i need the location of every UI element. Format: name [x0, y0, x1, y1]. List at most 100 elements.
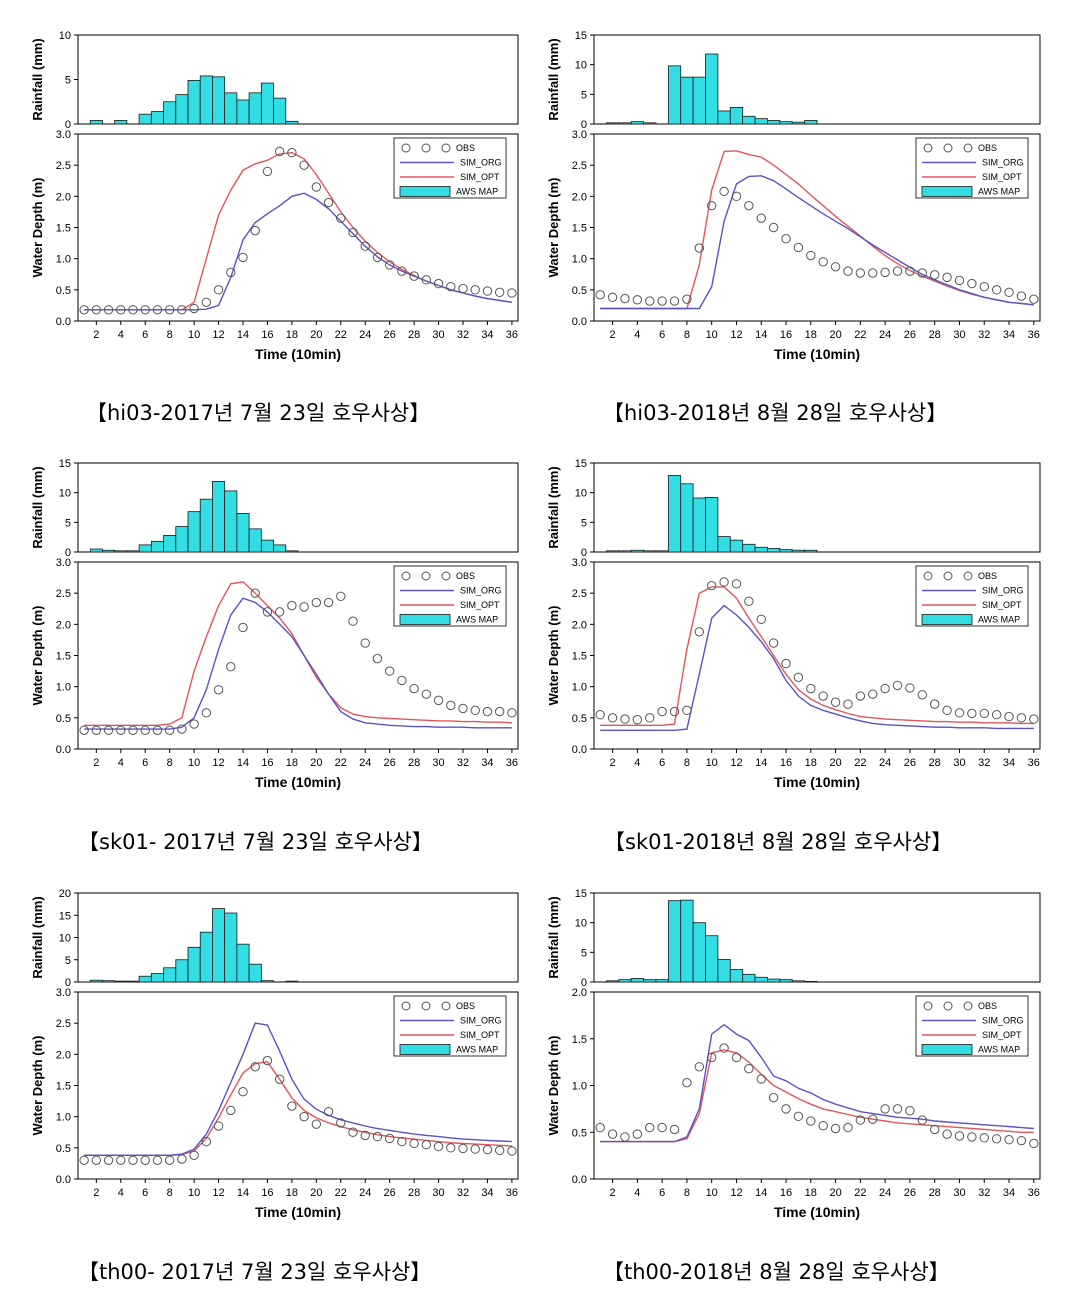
xtick-label: 28 — [929, 757, 941, 769]
xtick-label: 22 — [854, 329, 866, 341]
rain-ytick-label: 10 — [575, 60, 587, 72]
obs-point — [152, 305, 163, 315]
obs-point — [311, 597, 322, 608]
depth-ytick-label: 0.0 — [572, 744, 587, 756]
rain-bar — [89, 120, 103, 125]
legend-obs-marker — [441, 143, 451, 153]
obs-point — [917, 268, 928, 278]
rain-bar — [717, 110, 731, 125]
xtick-label: 24 — [359, 757, 371, 769]
obs-point — [164, 1155, 175, 1165]
obs-point — [507, 1146, 517, 1156]
rain-bar — [236, 513, 250, 553]
xtick-label: 14 — [755, 757, 767, 769]
xtick-label: 32 — [978, 329, 990, 341]
xtick-label: 10 — [188, 1187, 200, 1199]
rain-bar — [285, 550, 299, 553]
legend-aws-swatch — [921, 614, 973, 625]
obs-point — [781, 1104, 791, 1114]
obs-point — [793, 242, 804, 253]
rain-bar — [187, 511, 201, 553]
rain-bar — [248, 92, 262, 125]
rain-bar — [89, 979, 103, 983]
rain-ytick-label: 15 — [59, 458, 71, 470]
xtick-label: 20 — [829, 329, 841, 341]
obs-point — [744, 200, 754, 211]
rain-bar — [163, 534, 177, 553]
obs-point — [482, 286, 493, 296]
rain-ytick-label: 15 — [575, 458, 587, 470]
rain-bar — [285, 120, 299, 125]
rain-bar — [605, 980, 620, 983]
obs-point — [843, 266, 853, 276]
obs-point — [79, 305, 89, 315]
rain-bar — [667, 65, 682, 125]
obs-point — [494, 1145, 505, 1156]
obs-point — [1029, 714, 1039, 724]
legend-obs-marker — [943, 571, 953, 581]
rain-bar — [273, 544, 287, 553]
obs-point — [905, 1106, 915, 1116]
obs-point — [116, 1155, 126, 1165]
rain-bar — [729, 969, 744, 983]
x-axis-label: Time (10min) — [255, 774, 341, 790]
rain-bar — [667, 475, 682, 553]
obs-point — [323, 1106, 334, 1117]
obs-point — [1004, 711, 1014, 722]
rain-axis-label: Rainfall (mm) — [546, 38, 561, 120]
xtick-label: 20 — [829, 757, 841, 769]
obs-point — [103, 725, 114, 735]
rain-axis-label: Rainfall (mm) — [30, 466, 45, 548]
rain-bar — [175, 959, 189, 983]
obs-point — [397, 675, 407, 686]
obs-point — [372, 653, 383, 664]
xtick-label: 2 — [93, 329, 99, 341]
xtick-label: 4 — [118, 329, 124, 341]
rain-bar — [199, 931, 213, 983]
rain-bar — [114, 550, 128, 553]
obs-point — [843, 1122, 853, 1133]
depth-ytick-label: 0.5 — [572, 285, 587, 297]
xtick-label: 30 — [432, 1187, 444, 1199]
obs-point — [942, 1129, 952, 1139]
rain-ytick-label: 20 — [59, 888, 71, 900]
rain-ytick-label: 15 — [59, 910, 71, 922]
rain-bar — [779, 121, 793, 125]
rain-bar — [285, 980, 299, 983]
legend-label-obs: OBS — [456, 571, 475, 581]
xtick-label: 16 — [780, 329, 792, 341]
xtick-label: 14 — [755, 1187, 767, 1199]
depth-ytick-label: 1.0 — [572, 1081, 587, 1093]
obs-point — [806, 250, 816, 261]
x-axis-label: Time (10min) — [774, 774, 860, 790]
obs-point — [607, 292, 618, 303]
rain-ytick-label: 10 — [59, 488, 71, 500]
obs-point — [140, 1155, 150, 1165]
rain-plot-frame — [593, 462, 1041, 553]
rain-ytick-label: 0 — [65, 547, 71, 559]
obs-point — [177, 1154, 187, 1164]
depth-ytick-label: 0.0 — [572, 1174, 587, 1186]
obs-point — [868, 1114, 878, 1124]
rain-ytick-label: 0 — [65, 119, 71, 131]
rain-bar — [248, 528, 262, 553]
obs-point — [201, 708, 212, 718]
obs-point — [942, 705, 952, 716]
xtick-label: 10 — [188, 757, 200, 769]
obs-point — [706, 200, 717, 211]
rain-bar — [680, 483, 694, 553]
x-axis-label: Time (10min) — [774, 1204, 860, 1220]
xtick-label: 6 — [142, 329, 148, 341]
obs-point — [917, 1115, 928, 1125]
obs-point — [669, 296, 680, 306]
depth-ytick-label: 0.5 — [572, 713, 587, 725]
rain-bar — [767, 548, 781, 553]
depth-ytick-label: 0.0 — [572, 316, 587, 328]
xtick-label: 32 — [457, 329, 469, 341]
caption-sk01-2018: 【sk01-2018년 8월 28일 호우사상】 — [604, 830, 953, 854]
obs-point — [682, 294, 692, 304]
rain-bar — [692, 922, 706, 983]
xtick-label: 2 — [93, 1187, 99, 1199]
obs-point — [91, 725, 102, 735]
obs-point — [719, 1043, 729, 1053]
